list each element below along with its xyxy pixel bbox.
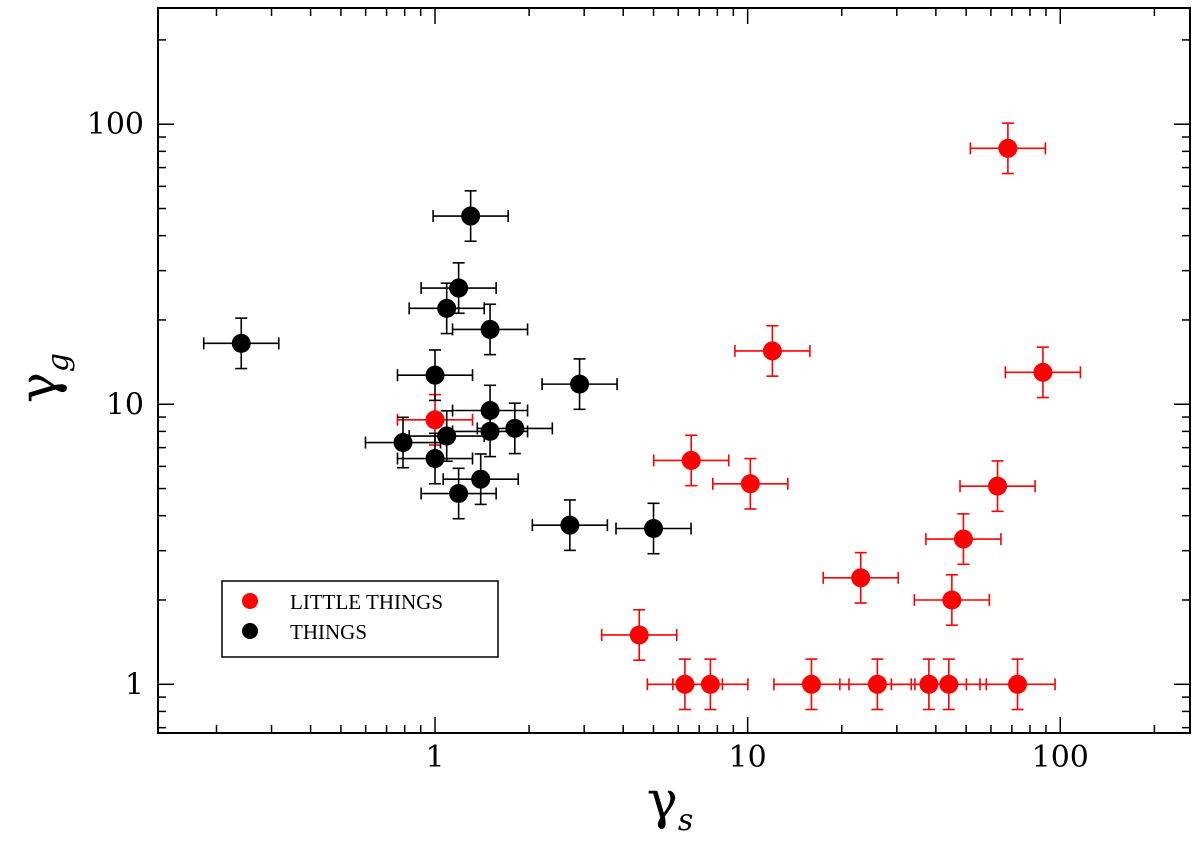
data-point <box>910 658 988 711</box>
data-point <box>420 262 497 315</box>
point-marker <box>801 674 821 694</box>
legend-marker-things <box>242 623 258 639</box>
data-point <box>734 324 811 377</box>
y-axis-label-main: γ <box>9 372 69 403</box>
data-point <box>969 122 1047 175</box>
point-marker <box>939 674 959 694</box>
point-marker <box>867 674 887 694</box>
legend-frame <box>221 580 499 658</box>
axis-ticks: 1 10 100 1 10 100 <box>87 8 1190 775</box>
data-point <box>600 608 678 661</box>
point-marker <box>449 278 469 298</box>
point-marker <box>393 433 413 453</box>
data-point <box>925 513 1002 566</box>
data-point <box>1004 346 1082 399</box>
data-point <box>712 457 789 510</box>
x-axis-label: γs <box>647 771 693 838</box>
point-marker <box>437 426 457 446</box>
point-marker <box>437 298 457 318</box>
point-marker <box>762 341 782 361</box>
point-marker <box>629 625 649 645</box>
point-marker <box>851 568 871 588</box>
legend: LITTLE THINGS THINGS <box>221 580 499 658</box>
point-marker <box>953 529 973 549</box>
point-marker <box>644 519 664 539</box>
x-tick-label: 10 <box>729 740 767 775</box>
y-axis-label: γg <box>9 353 76 403</box>
data-point <box>432 190 509 243</box>
point-marker <box>570 374 590 394</box>
point-marker <box>560 515 580 535</box>
point-marker <box>425 410 445 430</box>
data-points-layer <box>202 122 1082 711</box>
legend-label-little-things: LITTLE THINGS <box>290 590 443 614</box>
x-tick-label: 100 <box>1032 740 1089 775</box>
x-axis-label-subscript: s <box>678 803 693 838</box>
data-point <box>913 573 991 626</box>
data-point <box>672 658 749 711</box>
data-point <box>476 402 554 455</box>
y-tick-label: 100 <box>87 107 144 142</box>
point-marker <box>988 476 1008 496</box>
data-point <box>451 303 529 356</box>
point-marker <box>480 319 500 339</box>
point-marker <box>471 469 491 489</box>
data-point <box>442 453 520 506</box>
data-point <box>959 460 1036 513</box>
data-point <box>451 405 529 458</box>
point-marker <box>449 484 469 504</box>
series-things <box>202 190 692 555</box>
series-little-things <box>396 122 1082 711</box>
point-marker <box>681 450 701 470</box>
plot-frame <box>157 7 1191 734</box>
point-marker <box>998 138 1018 158</box>
data-point <box>541 358 618 411</box>
data-point <box>396 349 474 402</box>
y-tick-label: 1 <box>125 667 144 702</box>
data-point <box>979 658 1056 711</box>
data-point <box>396 432 474 485</box>
point-marker <box>461 206 481 226</box>
point-marker <box>505 418 525 438</box>
data-point <box>652 434 730 487</box>
point-marker <box>480 421 500 441</box>
y-tick-label: 10 <box>106 387 144 422</box>
y-axis-label-subscript: g <box>41 353 76 372</box>
x-axis-label-main: γ <box>647 771 678 831</box>
point-marker <box>425 365 445 385</box>
point-marker <box>1008 674 1028 694</box>
data-point <box>420 467 497 520</box>
data-point <box>531 499 609 552</box>
data-point <box>773 658 850 711</box>
legend-label-things: THINGS <box>290 620 367 644</box>
data-point <box>408 410 486 463</box>
data-point <box>615 502 692 555</box>
point-marker <box>700 674 720 694</box>
point-marker <box>740 474 760 494</box>
point-marker <box>942 590 962 610</box>
point-marker <box>425 449 445 469</box>
data-point <box>202 317 280 370</box>
point-marker <box>231 333 251 353</box>
data-point <box>822 551 900 604</box>
x-tick-label: 1 <box>425 740 444 775</box>
legend-marker-little-things <box>242 593 258 609</box>
point-marker <box>1033 362 1053 382</box>
